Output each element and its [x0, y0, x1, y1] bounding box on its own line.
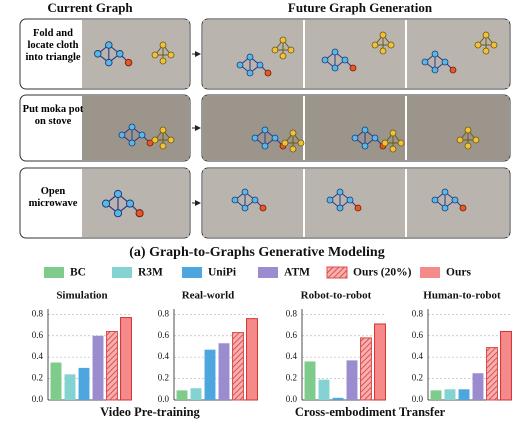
bar [50, 362, 62, 400]
row-3: Open microwave [19, 167, 511, 239]
legend-swatch [182, 267, 202, 278]
legend-swatch [258, 267, 278, 278]
bar [218, 343, 230, 400]
current-box [19, 94, 191, 162]
legend-label: BC [70, 267, 86, 279]
bar [78, 367, 90, 400]
caption: (a) Graph-to-Graphs Generative Modeling [129, 245, 384, 260]
bar [430, 390, 442, 400]
future-image [407, 20, 509, 88]
y-tick-label: 0.6 [286, 330, 298, 340]
future-image [305, 96, 405, 160]
bar [232, 332, 244, 401]
bar [64, 374, 76, 400]
bar [92, 335, 104, 400]
panel-title: Real-world [182, 290, 235, 302]
y-tick-label: 0.2 [286, 373, 297, 383]
y-tick-label: 0.0 [32, 394, 44, 404]
y-tick-label: 0.4 [412, 351, 424, 361]
group-label: Video Pre-training [100, 405, 200, 419]
legend-label: Ours (20%) [353, 267, 412, 279]
y-tick-label: 0.2 [412, 373, 423, 383]
y-tick-label: 0.2 [32, 373, 43, 383]
future-image [305, 169, 405, 237]
group-label: Cross-embodiment Transfer [295, 405, 446, 419]
y-tick-label: 0.4 [158, 351, 170, 361]
y-tick-label: 0.6 [32, 330, 44, 340]
bar [360, 337, 372, 401]
y-tick-label: 0.6 [412, 330, 424, 340]
task-label-box: Fold and locate cloth into triangle [25, 28, 81, 63]
bar [304, 361, 316, 400]
legend-label: Ours [446, 267, 471, 279]
legend-label: R3M [138, 267, 163, 279]
y-tick-label: 0.4 [32, 351, 44, 361]
y-tick-label: 0.0 [286, 394, 298, 404]
future-image [203, 20, 303, 88]
bar [458, 389, 470, 400]
y-tick-label: 0.8 [32, 308, 44, 318]
current-box [19, 167, 191, 239]
panel-title: Robot-to-robot [301, 290, 372, 302]
y-tick-label: 0.4 [286, 351, 298, 361]
bar [374, 323, 386, 401]
panel-title: Human-to-robot [423, 290, 501, 302]
bar [120, 317, 132, 401]
future-box [201, 18, 511, 90]
legend-swatch [420, 267, 440, 278]
y-tick-label: 0.8 [158, 308, 170, 318]
current-image [82, 169, 189, 237]
legend-label: ATM [284, 267, 310, 279]
bar [332, 397, 344, 400]
future-box [201, 167, 511, 239]
current-image [82, 96, 189, 160]
task-label-box: Put moka pot on stove [22, 104, 84, 127]
task-label: Fold and locate cloth into triangle [25, 28, 81, 63]
header-future: Future Graph Generation [288, 0, 433, 15]
future-image [407, 96, 509, 160]
task-label-box: Open microwave [28, 186, 78, 209]
y-tick-label: 0.0 [412, 394, 424, 404]
bar [486, 347, 498, 401]
legend-swatch [326, 266, 348, 279]
task-label: Open microwave [28, 186, 78, 209]
bar [318, 379, 330, 400]
future-image [203, 96, 303, 160]
bar [246, 318, 258, 401]
bar [444, 389, 456, 400]
bar [472, 373, 484, 400]
y-tick-label: 0.6 [158, 330, 170, 340]
legend-label: UniPi [208, 267, 237, 279]
header-current: Current Graph [47, 0, 133, 15]
y-tick-label: 0.0 [158, 394, 170, 404]
row-2: Put moka pot on stove [19, 94, 511, 162]
bar [106, 330, 118, 401]
row-1: Fold and locate cloth into triangle [19, 18, 511, 90]
current-box [19, 18, 191, 90]
future-image [203, 169, 303, 237]
bar [204, 349, 216, 400]
legend-swatch [112, 267, 132, 278]
y-tick-label: 0.8 [412, 308, 424, 318]
panel-title: Simulation [56, 290, 107, 302]
bar [190, 388, 202, 400]
future-image [305, 20, 405, 88]
bar [176, 390, 188, 400]
bar [346, 360, 358, 400]
future-box [201, 94, 511, 162]
y-tick-label: 0.8 [286, 308, 298, 318]
legend-swatch [44, 267, 64, 278]
task-label: Put moka pot on stove [22, 104, 84, 127]
y-tick-label: 0.2 [158, 373, 169, 383]
bar [500, 330, 512, 401]
